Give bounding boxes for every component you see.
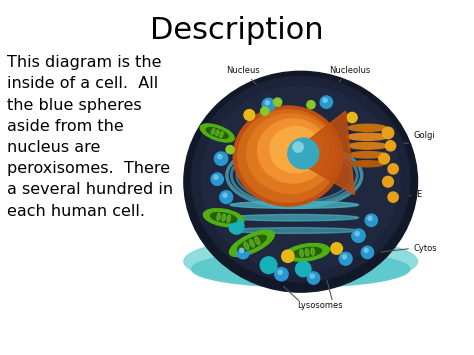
Ellipse shape bbox=[270, 126, 321, 173]
Ellipse shape bbox=[237, 235, 266, 251]
Ellipse shape bbox=[230, 228, 358, 233]
Polygon shape bbox=[288, 111, 355, 195]
Circle shape bbox=[361, 246, 374, 258]
Circle shape bbox=[355, 232, 359, 236]
Circle shape bbox=[278, 270, 282, 274]
Circle shape bbox=[388, 164, 398, 174]
Circle shape bbox=[288, 138, 319, 169]
Circle shape bbox=[218, 155, 222, 159]
Circle shape bbox=[211, 173, 223, 185]
Ellipse shape bbox=[305, 248, 309, 256]
Circle shape bbox=[307, 100, 315, 109]
Ellipse shape bbox=[244, 242, 249, 250]
Ellipse shape bbox=[292, 247, 321, 257]
Circle shape bbox=[385, 141, 396, 151]
Circle shape bbox=[261, 107, 269, 115]
Ellipse shape bbox=[230, 214, 358, 221]
Ellipse shape bbox=[230, 201, 358, 208]
Circle shape bbox=[365, 214, 377, 226]
Circle shape bbox=[237, 246, 249, 259]
Circle shape bbox=[364, 248, 368, 252]
Circle shape bbox=[307, 272, 319, 284]
Ellipse shape bbox=[238, 110, 338, 202]
Circle shape bbox=[331, 243, 342, 254]
Ellipse shape bbox=[285, 244, 329, 261]
Circle shape bbox=[388, 192, 398, 202]
Circle shape bbox=[383, 176, 393, 187]
Ellipse shape bbox=[351, 161, 383, 167]
Text: Golgi: Golgi bbox=[414, 131, 436, 140]
Ellipse shape bbox=[191, 76, 410, 282]
Circle shape bbox=[275, 267, 288, 281]
Circle shape bbox=[239, 248, 244, 252]
Ellipse shape bbox=[229, 230, 274, 257]
Text: Nucleolus: Nucleolus bbox=[318, 66, 370, 105]
Ellipse shape bbox=[347, 133, 388, 140]
Text: Nucleus: Nucleus bbox=[226, 66, 276, 105]
Circle shape bbox=[273, 98, 282, 106]
Circle shape bbox=[226, 146, 234, 154]
Circle shape bbox=[382, 127, 394, 139]
Ellipse shape bbox=[311, 248, 315, 255]
Circle shape bbox=[293, 142, 303, 152]
Text: This diagram is the
inside of a cell.  All
the blue spheres
aside from the
nucle: This diagram is the inside of a cell. Al… bbox=[7, 55, 173, 219]
Circle shape bbox=[339, 252, 352, 265]
Circle shape bbox=[310, 274, 314, 278]
Ellipse shape bbox=[191, 251, 410, 287]
Circle shape bbox=[342, 255, 346, 259]
Ellipse shape bbox=[184, 71, 418, 292]
Ellipse shape bbox=[206, 127, 228, 138]
Circle shape bbox=[262, 98, 275, 111]
Ellipse shape bbox=[227, 215, 230, 222]
Circle shape bbox=[352, 229, 365, 242]
Ellipse shape bbox=[258, 119, 328, 183]
Circle shape bbox=[282, 250, 294, 262]
Ellipse shape bbox=[247, 114, 334, 193]
Circle shape bbox=[220, 191, 233, 203]
Circle shape bbox=[214, 175, 218, 179]
Circle shape bbox=[265, 101, 269, 105]
Circle shape bbox=[323, 98, 327, 102]
Ellipse shape bbox=[220, 131, 223, 137]
Text: Description: Description bbox=[150, 16, 324, 45]
Ellipse shape bbox=[216, 130, 219, 136]
Ellipse shape bbox=[217, 213, 220, 220]
Circle shape bbox=[347, 113, 357, 123]
Circle shape bbox=[260, 257, 277, 273]
Circle shape bbox=[296, 261, 311, 277]
Ellipse shape bbox=[200, 124, 234, 142]
Ellipse shape bbox=[233, 106, 342, 206]
Circle shape bbox=[368, 216, 372, 220]
Text: Lysosomes: Lysosomes bbox=[297, 301, 343, 310]
Circle shape bbox=[223, 193, 227, 197]
Ellipse shape bbox=[210, 213, 237, 223]
Circle shape bbox=[229, 219, 244, 234]
Circle shape bbox=[320, 96, 333, 108]
Circle shape bbox=[214, 152, 228, 165]
Ellipse shape bbox=[300, 250, 303, 257]
Ellipse shape bbox=[211, 129, 215, 135]
Text: Cytos: Cytos bbox=[414, 244, 438, 253]
Ellipse shape bbox=[348, 124, 387, 131]
Ellipse shape bbox=[201, 86, 400, 272]
Ellipse shape bbox=[255, 237, 260, 245]
Ellipse shape bbox=[203, 209, 244, 226]
Circle shape bbox=[244, 110, 255, 120]
Ellipse shape bbox=[348, 142, 387, 149]
Ellipse shape bbox=[349, 152, 385, 158]
Ellipse shape bbox=[222, 214, 226, 222]
Circle shape bbox=[379, 153, 390, 164]
Ellipse shape bbox=[184, 237, 418, 286]
Ellipse shape bbox=[249, 240, 255, 247]
Text: E: E bbox=[416, 190, 421, 199]
